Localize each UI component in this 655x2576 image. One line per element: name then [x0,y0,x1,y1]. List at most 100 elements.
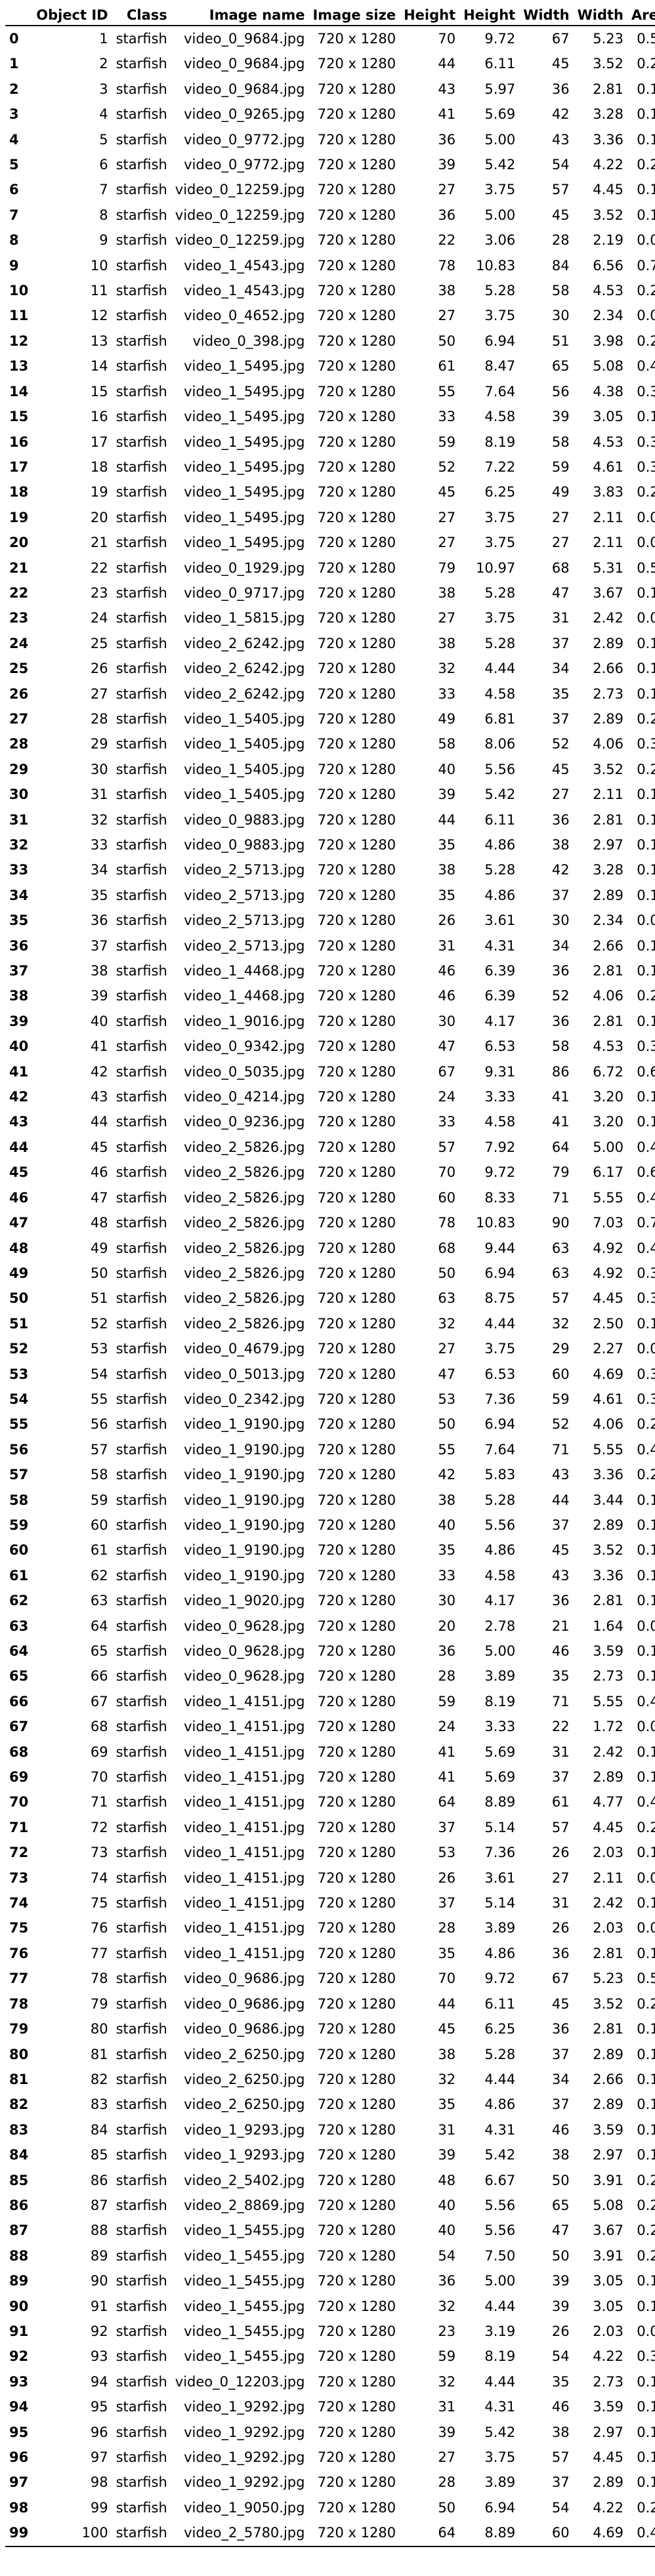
table-cell: video_1_9292.jpg [184,2424,305,2440]
table-cell: 34 [90,862,108,878]
table-cell: 46 [438,988,456,1004]
table-cell: video_1_9293.jpg [184,2121,305,2138]
table-cell: 3.52 [593,56,623,72]
table-cell: 33 [438,1567,456,1584]
table-row: 58 59 starfish video_1_9190.jpg 720 x 1280 38… [5,1488,655,1513]
table-cell: 5.97 [484,81,516,97]
row-index: 57 [9,1467,29,1483]
table-cell: 0.08 [637,1920,655,1936]
table-cell: 37 [551,710,570,727]
table-row: 91 92 starfish video_1_5455.jpg 720 x 1280 23… [5,2319,655,2344]
table-cell: 720 x 1280 [317,584,396,601]
table-cell: 0.08 [637,912,655,929]
table-cell: 4.44 [484,2071,516,2087]
table-cell: 26 [90,661,108,677]
table-cell: 5.69 [484,1769,516,1786]
table-cell: video_1_9190.jpg [184,1492,305,1508]
table-cell: 3.75 [484,1341,516,1357]
table-cell: 31 [551,1895,570,1912]
table-cell: 2.42 [593,1744,623,1760]
table-cell: 8.89 [484,1794,516,1810]
table-cell: 720 x 1280 [317,1215,396,1231]
table-cell: 1.64 [593,1618,623,1634]
table-cell: 11 [90,283,108,299]
row-index: 73 [9,1870,29,1886]
table-cell: 3.91 [593,2172,623,2188]
table-cell: 8.19 [484,434,516,450]
table-cell: 90 [551,1215,570,1231]
table-cell: 720 x 1280 [317,787,396,803]
table-cell: 50 [438,1416,456,1433]
table-cell: 6.67 [484,2172,516,2188]
table-cell: 0.33 [637,736,655,752]
table-cell: 42 [90,1063,108,1080]
table-cell: video_2_8869.jpg [184,2197,305,2213]
table-cell: starfish [116,837,167,853]
table-cell: 10 [90,257,108,274]
table-cell: 2.03 [593,1845,623,1861]
table-cell: 37 [551,2046,570,2062]
table-row: 13 14 starfish video_1_5495.jpg 720 x 1280 61… [5,354,655,378]
row-index: 4 [9,131,19,148]
table-cell: 3.83 [593,484,623,501]
table-row: 60 61 starfish video_1_9190.jpg 720 x 1280 35… [5,1538,655,1563]
row-index: 58 [9,1492,29,1508]
table-cell: video_0_9883.jpg [184,837,305,853]
table-cell: 4.69 [593,1366,623,1382]
column-header: Width [573,5,627,26]
table-cell: 10.83 [476,1215,516,1231]
table-row: 79 80 starfish video_0_9686.jpg 720 x 1280 45… [5,2016,655,2041]
table-cell: 5.28 [484,1492,516,1508]
table-row: 49 50 starfish video_2_5826.jpg 720 x 1280 50… [5,1261,655,1286]
table-cell: 720 x 1280 [317,1945,396,1961]
table-cell: 83 [90,2096,108,2113]
table-cell: 79 [551,1164,570,1181]
table-cell: starfish [116,988,167,1004]
table-cell: video_1_5495.jpg [184,383,305,399]
table-cell: 35 [551,685,570,702]
table-cell: video_0_9684.jpg [184,81,305,97]
row-index: 8 [9,232,19,249]
table-cell: 4.61 [593,459,623,475]
table-cell: 2.11 [593,509,623,525]
table-cell: 52 [551,1416,570,1433]
table-cell: 720 x 1280 [317,887,396,903]
table-row: 15 16 starfish video_1_5495.jpg 720 x 1280 33… [5,404,655,429]
table-cell: 0.45 [637,1693,655,1709]
table-row: 34 35 starfish video_2_5713.jpg 720 x 1280 35… [5,883,655,908]
table-cell: video_0_9686.jpg [184,1995,305,2012]
table-cell: 45 [438,484,456,501]
table-cell: 4.22 [593,157,623,173]
table-cell: 58 [551,1038,570,1055]
table-cell: 0.17 [637,182,655,198]
table-cell: 720 x 1280 [317,333,396,349]
table-cell: 720 x 1280 [317,1618,396,1634]
table-cell: 9.72 [484,31,516,47]
table-cell: 6.72 [593,1063,623,1080]
table-cell: 720 x 1280 [317,1441,396,1458]
row-index: 65 [9,1668,29,1685]
table-cell: 43 [551,131,570,148]
table-cell: 720 x 1280 [317,1366,396,1382]
table-cell: 31 [438,937,456,954]
table-cell: video_1_5455.jpg [184,2323,305,2339]
table-cell: 720 x 1280 [317,1995,396,2012]
table-cell: 44 [90,1114,108,1130]
table-cell: 47 [438,1366,456,1382]
row-index: 30 [9,787,29,803]
table-cell: 46 [90,1164,108,1181]
row-index: 75 [9,1920,29,1936]
table-row: 7 8 starfish video_0_12259.jpg 720 x 1280 36 5… [5,203,655,228]
table-cell: 2.97 [593,2424,623,2440]
table-row: 85 86 starfish video_2_5402.jpg 720 x 1280 48… [5,2168,655,2193]
table-cell: 60 [90,1517,108,1533]
table-cell: 36 [438,131,456,148]
table-cell: 2.73 [593,1668,623,1685]
table-cell: 720 x 1280 [317,988,396,1004]
table-cell: 4.53 [593,434,623,450]
table-cell: 0.34 [637,1391,655,1407]
table-cell: starfish [116,2071,167,2087]
table-cell: starfish [116,509,167,525]
row-index: 40 [9,1038,29,1055]
table-cell: 41 [438,1769,456,1786]
